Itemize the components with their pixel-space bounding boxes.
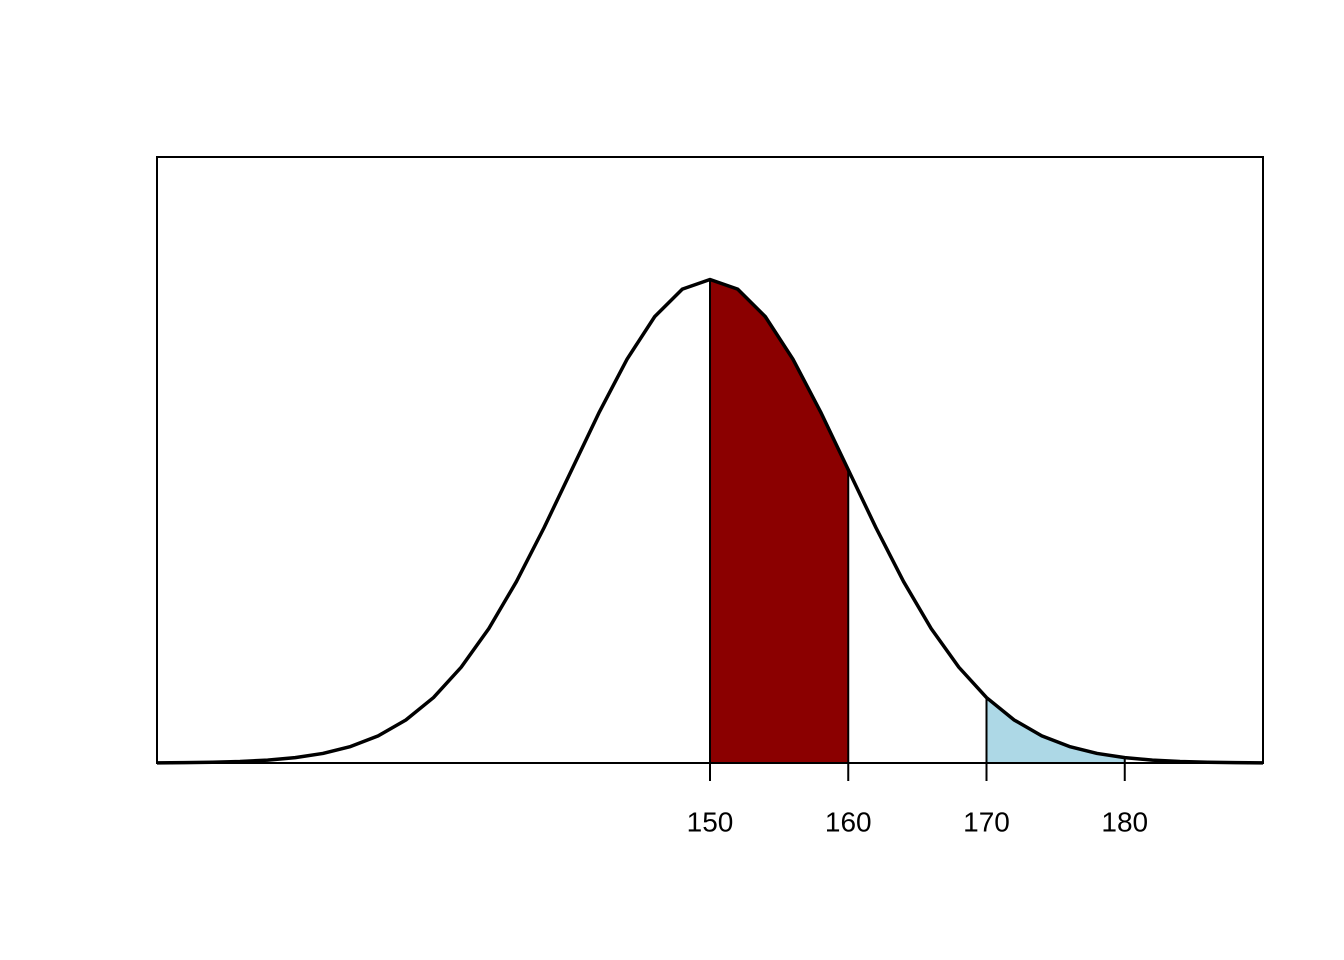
x-tick-label: 160 xyxy=(825,806,872,837)
density-curve xyxy=(156,277,1264,765)
x-tick-label: 180 xyxy=(1101,806,1148,837)
shaded-area xyxy=(709,278,850,764)
x-tick-label: 170 xyxy=(963,806,1010,837)
x-tick-label: 150 xyxy=(687,806,734,837)
